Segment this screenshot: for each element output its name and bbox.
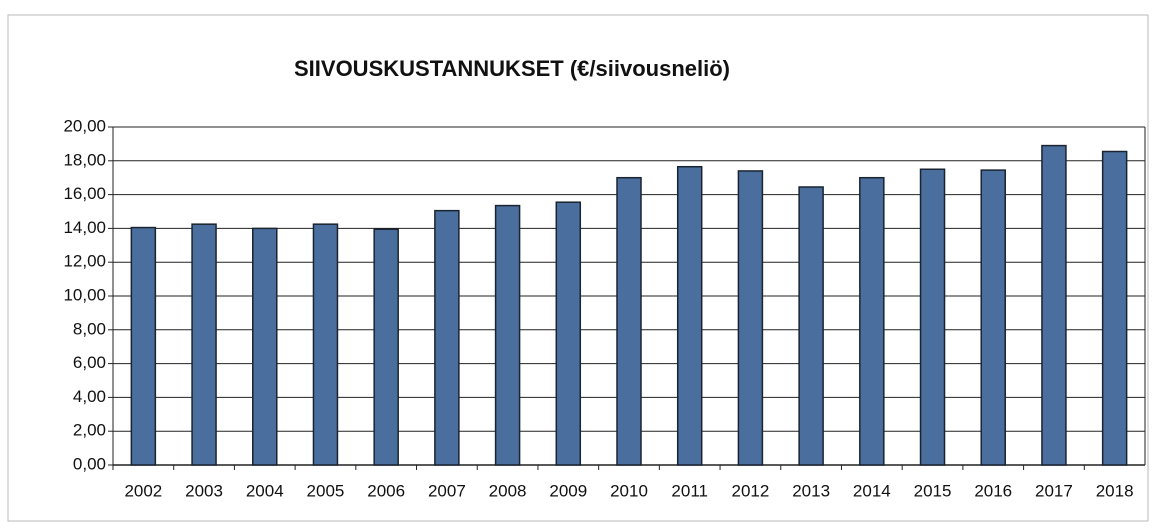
- bar: [980, 169, 1006, 466]
- x-tick-label: 2005: [307, 481, 345, 500]
- y-tick-label: 20,00: [63, 116, 106, 135]
- y-tick-label: 0,00: [73, 454, 106, 473]
- bar: [373, 228, 399, 466]
- y-tick-label: 18,00: [63, 150, 106, 169]
- bar: [312, 223, 339, 466]
- y-tick-label: 10,00: [63, 285, 106, 304]
- chart-frame: [7, 14, 1149, 522]
- bar: [616, 176, 642, 466]
- bar: [798, 186, 824, 466]
- x-tick-label: 2008: [489, 481, 527, 500]
- y-tick-label: 8,00: [73, 319, 106, 338]
- bar: [1041, 144, 1067, 466]
- bar: [676, 165, 703, 466]
- x-tick-label: 2009: [549, 481, 587, 500]
- x-tick-label: 2017: [1035, 481, 1073, 500]
- x-tick-label: 2015: [914, 481, 952, 500]
- y-tick-label: 14,00: [63, 218, 106, 237]
- bar: [859, 176, 885, 466]
- bar: [737, 170, 764, 466]
- bar: [1101, 150, 1128, 466]
- x-tick-label: 2011: [671, 481, 708, 500]
- x-tick-label: 2014: [853, 481, 891, 500]
- x-tick-label: 2006: [367, 481, 405, 500]
- bar: [494, 204, 521, 466]
- y-tick-label: 16,00: [63, 184, 106, 203]
- x-tick-label: 2016: [974, 481, 1012, 500]
- x-tick-label: 2002: [124, 481, 162, 500]
- x-tick-label: 2018: [1096, 481, 1134, 500]
- bar: [555, 201, 582, 466]
- bar: [252, 227, 278, 466]
- bar: [191, 223, 217, 466]
- y-tick-label: 12,00: [63, 252, 106, 271]
- bar: [434, 209, 460, 466]
- x-tick-label: 2004: [246, 481, 284, 500]
- x-tick-label: 2012: [731, 481, 769, 500]
- x-tick-label: 2010: [610, 481, 648, 500]
- x-tick-label: 2013: [792, 481, 830, 500]
- bar: [919, 168, 946, 466]
- y-tick-label: 6,00: [73, 353, 106, 372]
- chart-title: SIIVOUSKUSTANNUKSET (€/siivousneliö): [294, 56, 730, 81]
- x-tick-label: 2003: [185, 481, 223, 500]
- bar: [130, 226, 157, 466]
- y-tick-label: 2,00: [73, 421, 106, 440]
- x-tick-label: 2007: [428, 481, 466, 500]
- y-tick-label: 4,00: [73, 387, 106, 406]
